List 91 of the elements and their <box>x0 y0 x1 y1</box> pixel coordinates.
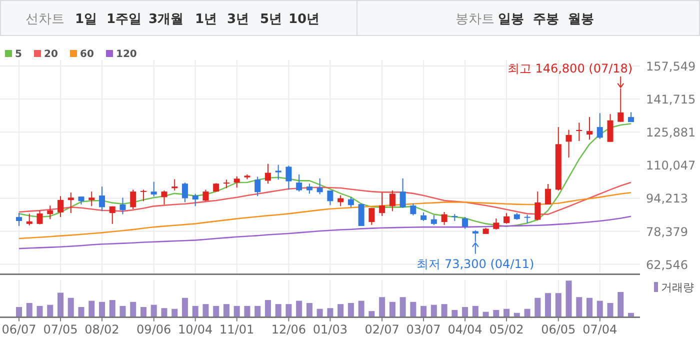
x-tick-label: 07/04 <box>582 322 618 336</box>
text: 주봉 <box>533 12 559 27</box>
y-tick-label: 125,881 <box>646 126 696 140</box>
bar <box>68 298 74 318</box>
bar <box>348 302 354 318</box>
text: 1주일 <box>106 12 142 27</box>
bar <box>607 302 614 318</box>
bar <box>462 307 468 318</box>
bar <box>296 300 302 318</box>
x-tick-label: 12/06 <box>271 322 306 336</box>
text: 5년 <box>260 12 282 27</box>
text: 3개월 <box>148 12 184 27</box>
legend-label: 거래량 <box>661 281 694 294</box>
annotation: 최고 146,800 (07/18) <box>507 61 633 76</box>
bar <box>26 302 32 318</box>
x-tick-label: 08/02 <box>84 322 120 336</box>
bar <box>389 302 396 318</box>
y-tick-label: 110,047 <box>646 158 696 173</box>
bar <box>275 304 282 318</box>
bar <box>410 302 416 318</box>
bar <box>150 304 157 318</box>
y-tick-label: 157,549 <box>646 60 696 74</box>
x-tick-label: 09/06 <box>136 322 172 336</box>
text: 1년 <box>194 12 218 27</box>
bar <box>286 304 292 318</box>
x-tick-label: 02/07 <box>364 322 400 336</box>
bar <box>16 307 22 318</box>
y-tick-label: 78,379 <box>646 224 688 239</box>
x-tick-label: 04/04 <box>448 322 482 336</box>
x-tick-label: 06/05 <box>541 322 576 336</box>
bar <box>223 304 230 318</box>
bar <box>618 292 624 318</box>
bar <box>254 306 261 318</box>
bar <box>182 298 188 318</box>
bar <box>420 306 427 318</box>
legend-label: 5 <box>15 49 22 60</box>
bar <box>78 307 84 318</box>
bar <box>47 304 54 318</box>
bar <box>88 300 95 318</box>
bar <box>120 306 126 318</box>
bar <box>306 302 312 318</box>
bar <box>192 306 198 318</box>
bar <box>327 308 334 318</box>
x-tick-label: 05/02 <box>489 322 524 336</box>
bar <box>264 300 271 318</box>
bar <box>140 307 146 318</box>
bar <box>555 293 562 318</box>
bar <box>109 300 116 318</box>
bar <box>400 297 406 318</box>
bar <box>202 304 209 318</box>
bar <box>576 297 582 318</box>
x-tick-label: 07/05 <box>43 322 78 336</box>
x-tick-label: 10/04 <box>178 322 213 336</box>
x-tick-label: 01/03 <box>312 322 348 336</box>
bar <box>36 306 43 318</box>
bar <box>586 298 593 318</box>
text: 일봉 <box>498 12 524 27</box>
bar <box>472 306 478 318</box>
x-tick-label: 03/07 <box>406 322 441 336</box>
x-tick-label: 11/01 <box>220 322 254 336</box>
bar <box>244 306 250 318</box>
bar <box>430 304 437 318</box>
legend-label: 20 <box>44 49 58 60</box>
legend-label: 120 <box>116 49 137 60</box>
bar <box>545 293 552 318</box>
bar <box>379 297 386 318</box>
bar <box>213 306 220 318</box>
y-tick-label: 62,546 <box>646 258 688 272</box>
text: 선차트 <box>26 12 64 27</box>
text: 3년 <box>226 12 250 27</box>
text: 1일 <box>74 12 98 27</box>
legend-label: 60 <box>80 49 94 60</box>
text: 10년 <box>288 12 320 27</box>
annotation: 최저 73,300 (04/11) <box>416 256 534 271</box>
bar <box>234 306 240 318</box>
bar <box>98 302 105 318</box>
text: 월봉 <box>568 12 594 27</box>
bar <box>358 300 364 318</box>
y-tick-label: 94,213 <box>646 192 688 206</box>
bar <box>57 292 64 318</box>
y-tick-label: 141,715 <box>646 92 696 107</box>
bar <box>161 308 168 318</box>
bar <box>534 298 541 318</box>
bar <box>338 304 344 318</box>
text: 봉차트 <box>456 12 494 27</box>
line-series <box>18 216 632 250</box>
bar <box>130 302 136 318</box>
bar <box>596 300 603 318</box>
bar <box>566 280 572 318</box>
bar <box>441 304 448 318</box>
x-tick-label: 06/07 <box>2 322 36 336</box>
